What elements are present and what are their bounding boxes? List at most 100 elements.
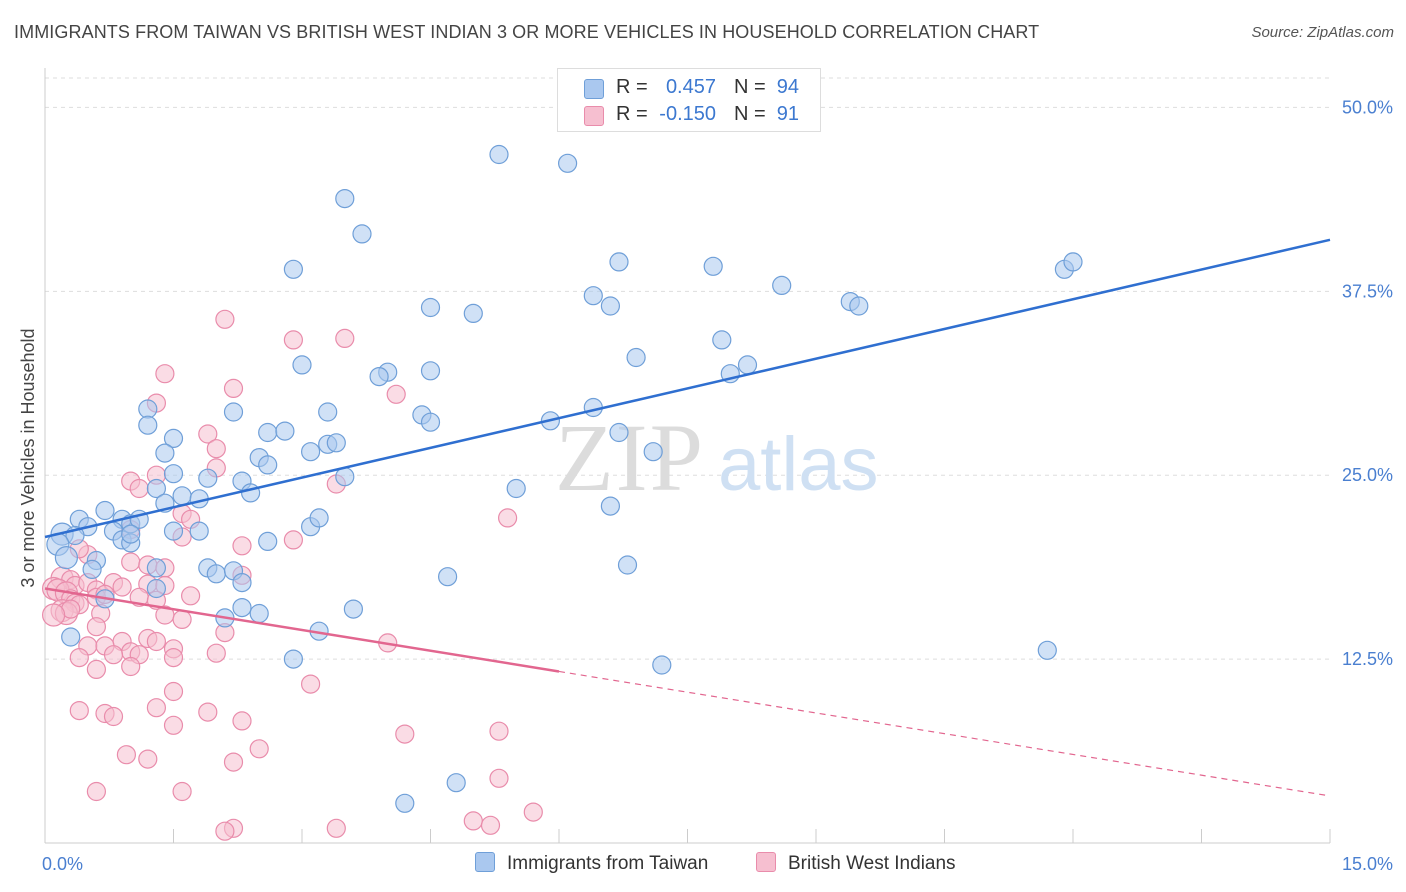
bwi-point bbox=[283, 330, 303, 350]
taiwan-point bbox=[54, 545, 79, 570]
taiwan-point bbox=[258, 531, 278, 552]
taiwan-point bbox=[275, 421, 295, 441]
taiwan-point bbox=[335, 189, 355, 209]
taiwan-point bbox=[420, 412, 441, 432]
taiwan-point bbox=[626, 347, 646, 368]
bwi-point bbox=[198, 424, 218, 444]
bwi-point bbox=[172, 609, 192, 630]
taiwan-point bbox=[206, 564, 226, 584]
taiwan-point bbox=[420, 361, 441, 381]
taiwan-point bbox=[557, 153, 578, 173]
y-tick-label: 25.0% bbox=[1342, 465, 1393, 485]
bwi-point bbox=[489, 721, 509, 741]
n-label: N = bbox=[734, 103, 766, 125]
bwi-point bbox=[206, 439, 226, 459]
taiwan-point bbox=[1037, 640, 1057, 660]
taiwan-point bbox=[189, 521, 209, 541]
taiwan-point bbox=[301, 442, 321, 462]
taiwan-point bbox=[489, 144, 509, 165]
bwi-point bbox=[86, 617, 107, 637]
taiwan-point bbox=[121, 524, 141, 544]
taiwan-point bbox=[395, 793, 415, 813]
taiwan-point bbox=[95, 500, 115, 521]
taiwan-point bbox=[198, 468, 218, 488]
blue-swatch bbox=[584, 79, 604, 99]
bwi-point bbox=[215, 821, 235, 841]
bwi-trend-extension bbox=[558, 670, 1331, 797]
bwi-point bbox=[198, 702, 218, 722]
bwi-point bbox=[283, 530, 303, 550]
y-tick-label: 37.5% bbox=[1342, 281, 1393, 301]
taiwan-point bbox=[241, 483, 261, 503]
bwi-point bbox=[121, 656, 141, 677]
stats-row-bwi: R = -0.150 N = 91 bbox=[558, 101, 820, 127]
taiwan-point bbox=[1063, 252, 1083, 272]
bwi-point bbox=[232, 536, 252, 556]
series-immigrants-from-taiwan bbox=[46, 144, 1083, 813]
chart-title: IMMIGRANTS FROM TAIWAN VS BRITISH WEST I… bbox=[14, 22, 1040, 42]
bwi-point bbox=[395, 724, 415, 744]
bwi-point bbox=[386, 384, 406, 404]
taiwan-point bbox=[318, 402, 338, 422]
taiwan-point bbox=[258, 422, 278, 443]
bwi-point bbox=[138, 749, 158, 769]
bwi-point bbox=[335, 328, 355, 348]
source-label: Source: ZipAtlas.com bbox=[1251, 24, 1394, 41]
taiwan-point bbox=[163, 464, 184, 484]
taiwan-point bbox=[283, 649, 303, 669]
bwi-point bbox=[249, 739, 269, 759]
blue-swatch bbox=[475, 852, 495, 872]
stats-row-taiwan: R = 0.457 N = 94 bbox=[558, 74, 820, 100]
taiwan-point bbox=[292, 355, 312, 375]
taiwan-point bbox=[223, 402, 244, 422]
bwi-point bbox=[69, 647, 89, 668]
trend-lines bbox=[44, 238, 1331, 797]
bwi-point bbox=[463, 811, 483, 831]
taiwan-point bbox=[146, 478, 166, 499]
taiwan-point bbox=[163, 521, 184, 541]
bwi-point bbox=[41, 603, 66, 627]
legend-item-taiwan: Immigrants from Taiwan bbox=[475, 852, 708, 875]
taiwan-point bbox=[609, 422, 629, 443]
taiwan-point bbox=[463, 303, 483, 323]
taiwan-point bbox=[643, 442, 663, 462]
r-label: R = bbox=[616, 76, 648, 98]
taiwan-point bbox=[446, 773, 466, 793]
bwi-point bbox=[86, 781, 107, 802]
bwi-trend-line bbox=[44, 587, 560, 673]
taiwan-point bbox=[652, 655, 672, 675]
axes bbox=[44, 68, 1331, 844]
taiwan-point bbox=[138, 399, 158, 419]
watermark: ZIP atlas bbox=[555, 404, 879, 511]
bwi-point bbox=[112, 577, 132, 597]
bwi-point bbox=[155, 364, 175, 384]
legend-label: British West Indians bbox=[788, 853, 956, 874]
taiwan-point bbox=[343, 599, 363, 619]
bwi-point bbox=[489, 768, 509, 788]
bwi-point bbox=[86, 659, 107, 680]
y-axis-label: 3 or more Vehicles in Household bbox=[18, 328, 38, 587]
taiwan-point bbox=[146, 578, 166, 599]
y-tick-label: 50.0% bbox=[1342, 97, 1393, 117]
taiwan-point bbox=[258, 455, 278, 475]
taiwan-point bbox=[138, 415, 158, 435]
bwi-point bbox=[181, 586, 201, 606]
bwi-point bbox=[326, 818, 346, 838]
legend-label: Immigrants from Taiwan bbox=[507, 853, 709, 874]
bwi-point bbox=[498, 508, 518, 528]
taiwan-point bbox=[703, 256, 723, 276]
r-value: 0.457 bbox=[665, 76, 716, 98]
taiwan-point bbox=[600, 496, 621, 516]
y-tick-labels: 12.5% 25.0% 37.5% 50.0% bbox=[1342, 97, 1393, 669]
taiwan-point bbox=[712, 330, 732, 350]
bwi-point bbox=[103, 645, 124, 665]
taiwan-point bbox=[737, 355, 758, 375]
taiwan-point bbox=[352, 224, 372, 244]
bwi-point bbox=[146, 631, 166, 652]
bwi-point bbox=[103, 706, 124, 727]
pink-swatch bbox=[756, 852, 776, 872]
bwi-point bbox=[163, 715, 184, 735]
bwi-point bbox=[116, 745, 137, 765]
bwi-point bbox=[163, 647, 184, 668]
